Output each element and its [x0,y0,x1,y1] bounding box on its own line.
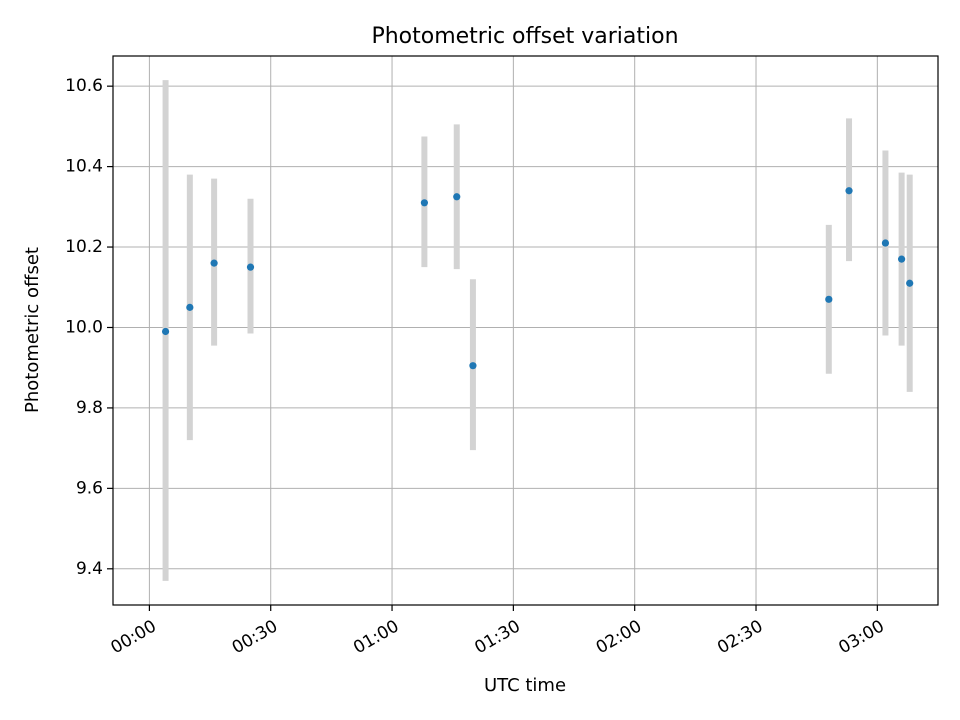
data-point [825,295,833,303]
data-point [246,263,255,271]
y-tick-label: 10.0 [65,317,103,337]
y-tick-label: 10.4 [65,157,103,177]
data-point [210,259,218,267]
data-points [161,187,914,370]
y-axis-ticks: 9.4 9.6 9.8 10.0 10.2 10.4 10.6 [65,76,113,579]
data-point [161,327,170,336]
plot-frame [112,55,939,606]
data-point [453,193,461,201]
y-tick-label: 10.6 [65,76,103,96]
y-axis-label: Photometric offset [22,247,43,413]
y-tick-label: 10.2 [65,237,103,257]
data-point [898,255,906,263]
y-tick-label: 9.6 [76,478,103,498]
chart-title: Photometric offset variation [371,24,678,49]
data-point [186,303,194,311]
y-tick-label: 9.4 [76,559,103,579]
x-axis-label: UTC time [484,675,566,696]
data-point [469,362,477,370]
data-point [845,187,853,195]
data-point [906,279,914,287]
data-point [881,239,890,247]
y-tick-label: 9.8 [76,398,103,418]
data-point [420,199,428,207]
